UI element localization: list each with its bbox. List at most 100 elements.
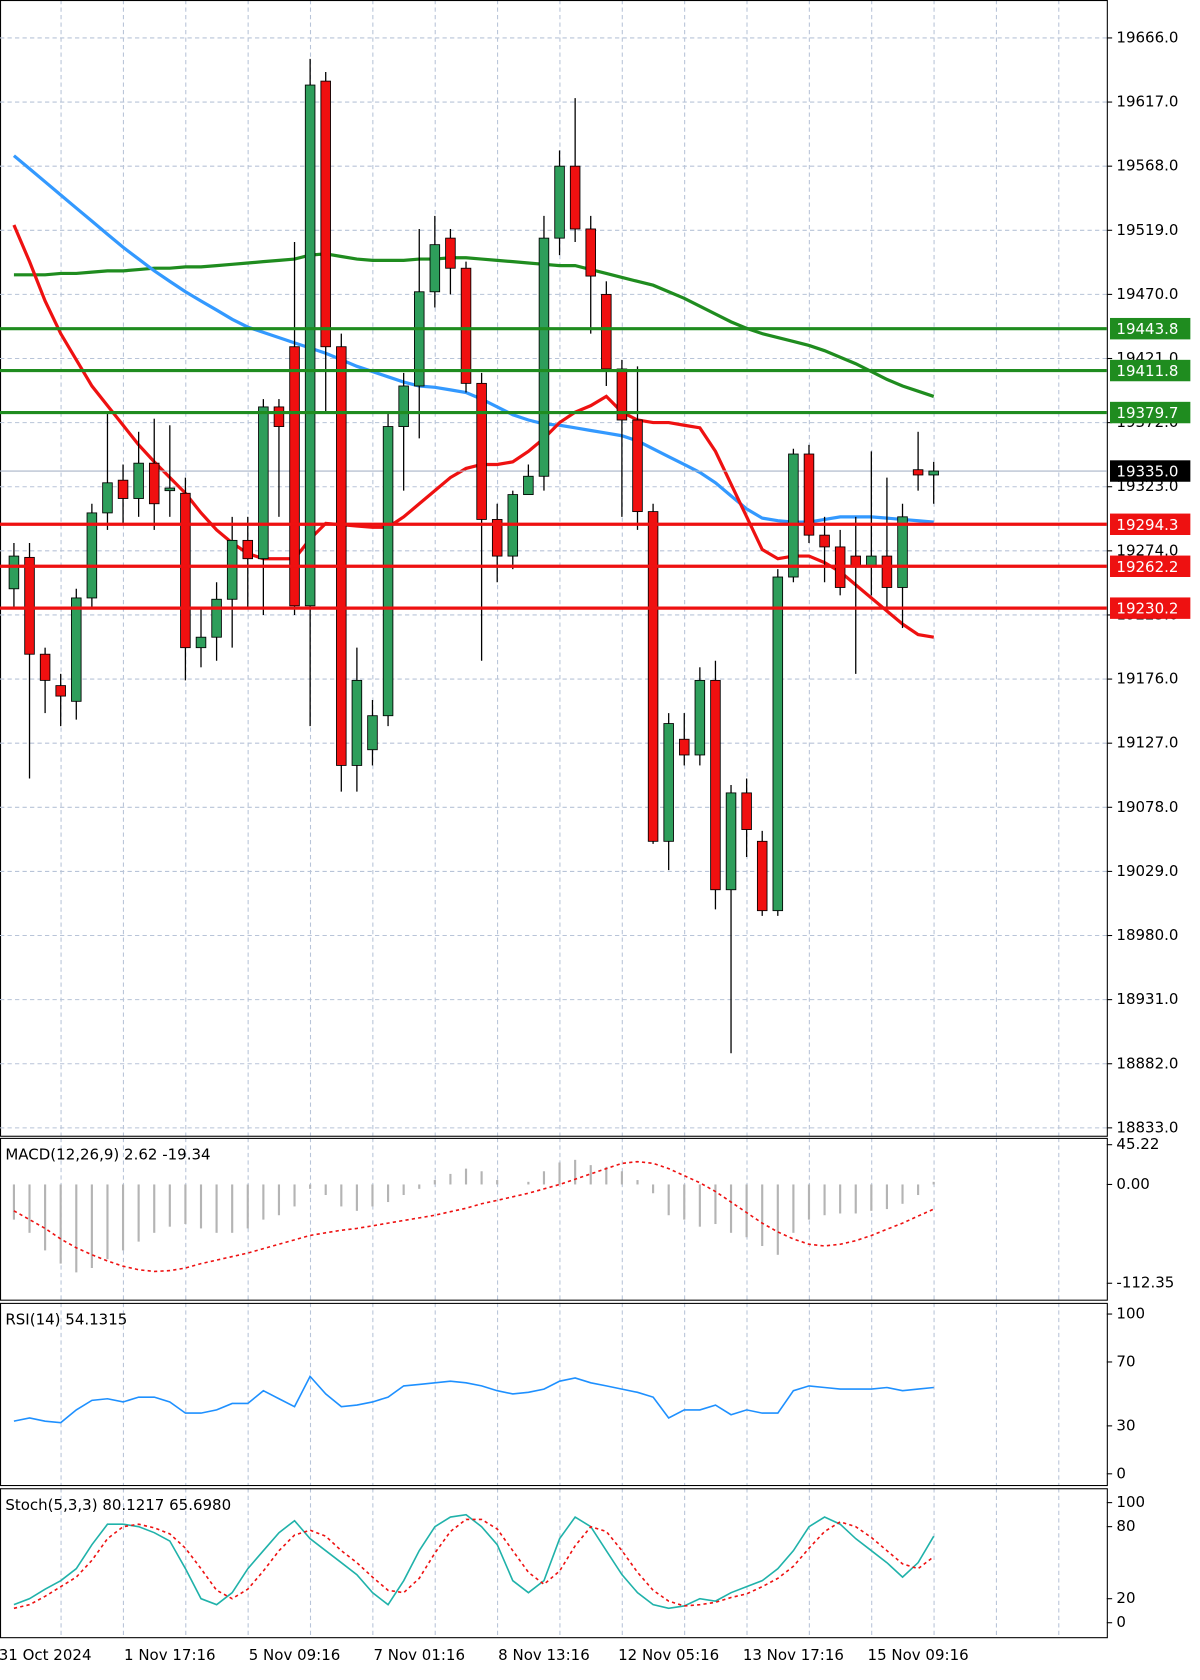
level-label: 19411.8 (1116, 362, 1178, 380)
macd-bar (324, 1184, 327, 1196)
candle-body (803, 453, 815, 536)
candle-body (725, 792, 737, 891)
candle-body (647, 511, 659, 842)
macd-bar (636, 1180, 639, 1185)
candle-body (39, 653, 51, 681)
macd-bar (371, 1184, 374, 1207)
candle-body (273, 406, 285, 427)
candle-body (460, 267, 472, 384)
macd-bar (542, 1171, 546, 1185)
candle-body (632, 419, 643, 513)
moving-average (12, 224, 935, 639)
candle-body (336, 346, 347, 766)
candle-body (86, 512, 98, 599)
macd-bar (231, 1184, 234, 1233)
macd-bar (792, 1184, 795, 1233)
y-tick-label: -112.35 (1116, 1274, 1174, 1292)
candle-body (741, 792, 752, 830)
level-label: 19379.7 (1116, 404, 1178, 422)
y-tick-label: 19568.0 (1116, 157, 1178, 175)
candle-body (694, 679, 706, 756)
level-label: 19230.2 (1116, 600, 1178, 618)
macd-bar (309, 1184, 312, 1189)
x-tick-label: 5 Nov 09:16 (249, 1646, 341, 1664)
macd-bar (589, 1165, 592, 1185)
macd-bar (262, 1184, 265, 1220)
macd-bar (480, 1171, 483, 1185)
macd-bar (246, 1184, 249, 1229)
macd-bar (917, 1184, 920, 1196)
y-tick-label: 100 (1116, 1305, 1145, 1323)
x-tick-label: 13 Nov 17:16 (743, 1646, 844, 1664)
candle-body (523, 475, 534, 496)
macd-bar (901, 1184, 904, 1204)
y-tick-label: 19029.0 (1116, 862, 1178, 880)
macd-bar (870, 1184, 873, 1211)
indicator-line (13, 1518, 935, 1610)
candle-body (102, 482, 113, 514)
candle-body (367, 715, 378, 751)
y-tick-label: 0 (1116, 1613, 1126, 1631)
macd-bar (402, 1184, 405, 1196)
y-tick-label: 30 (1116, 1416, 1135, 1434)
indicator-line (13, 1513, 935, 1610)
macd-bar (137, 1184, 140, 1242)
y-tick-label: 0 (1116, 1464, 1126, 1482)
macd-bar (464, 1168, 468, 1185)
candle-body (382, 426, 394, 717)
x-tick-label: 15 Nov 09:16 (868, 1646, 969, 1664)
candle-body (226, 539, 238, 600)
macd-bar (605, 1166, 608, 1185)
candle-body (788, 453, 799, 578)
macd-bar (184, 1184, 187, 1225)
candle-body (756, 840, 768, 912)
candle-body (679, 738, 690, 756)
candle-body (398, 385, 409, 427)
y-tick-label: 20 (1116, 1589, 1135, 1607)
y-tick-label: 18833.0 (1116, 1118, 1178, 1136)
x-tick-label: 7 Nov 01:16 (373, 1646, 465, 1664)
macd-bar (387, 1184, 390, 1203)
level-box (1110, 555, 1191, 578)
macd-bar (75, 1184, 78, 1273)
y-tick-label: 18882.0 (1116, 1054, 1178, 1072)
level-label: 19443.8 (1116, 320, 1178, 338)
candle-body (476, 382, 487, 520)
x-tick-label: 1 Nov 17:16 (124, 1646, 216, 1664)
macd-bar (745, 1184, 748, 1238)
level-label: 19262.2 (1116, 558, 1178, 576)
y-tick-label: 19666.0 (1116, 28, 1178, 46)
y-tick-label: 19274.0 (1116, 541, 1178, 559)
macd-bar (121, 1184, 125, 1251)
candle-body (413, 291, 425, 387)
y-tick-label: 18980.0 (1116, 926, 1178, 944)
panel-frame (0, 1302, 1108, 1487)
candle-body (538, 237, 550, 477)
candle-body (928, 470, 939, 476)
macd-bar (449, 1173, 452, 1185)
macd-bar (28, 1184, 31, 1233)
candle-body (211, 598, 222, 638)
macd-bar (932, 1181, 935, 1185)
candle-body (772, 576, 784, 912)
macd-bar (667, 1184, 670, 1216)
panel-title: RSI(14) 54.1315 (5, 1311, 127, 1329)
macd-bar (215, 1184, 218, 1233)
macd-bar (620, 1171, 623, 1185)
candle-body (663, 723, 674, 842)
last-price-box (1110, 460, 1191, 482)
panel-frame (0, 0, 1108, 1137)
y-tick-label: 19078.0 (1116, 798, 1178, 816)
macd-bar (340, 1184, 343, 1207)
y-tick-label: 70 (1116, 1352, 1135, 1370)
macd-bar (558, 1162, 561, 1185)
x-tick-label: 8 Nov 13:16 (498, 1646, 590, 1664)
macd-bar (823, 1184, 826, 1216)
level-box (1110, 317, 1191, 340)
moving-average (13, 252, 935, 398)
macd-signal (13, 1160, 935, 1273)
macd-bar (106, 1184, 109, 1260)
candle-body (8, 555, 20, 590)
